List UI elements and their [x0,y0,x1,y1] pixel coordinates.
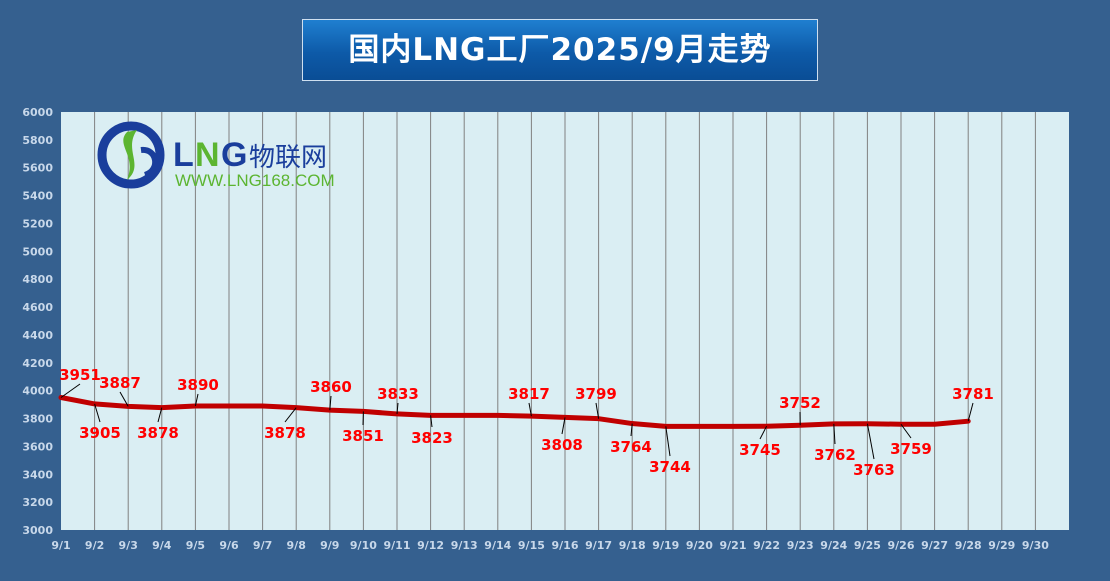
data-label: 3781 [952,385,994,403]
y-tick-label: 4000 [22,385,53,398]
leader-line [630,423,633,437]
svg-text:物联网: 物联网 [249,143,327,173]
y-tick-label: 3600 [22,440,53,453]
x-tick-label: 9/10 [350,539,377,552]
leader-line [665,426,671,457]
leader-line [967,402,974,422]
y-tick-label: 4200 [22,357,53,370]
x-tick-label: 9/15 [518,539,545,552]
x-tick-label: 9/29 [988,539,1015,552]
x-tick-label: 9/7 [253,539,272,552]
x-tick-label: 9/4 [152,539,172,552]
leader-line [60,383,81,398]
x-tick-label: 9/18 [619,539,646,552]
svg-text:L: L [173,136,194,174]
x-tick-label: 9/23 [787,539,814,552]
x-tick-label: 9/19 [652,539,679,552]
y-tick-label: 4800 [22,273,53,286]
leader-line [194,393,199,407]
x-tick-label: 9/2 [85,539,104,552]
data-label: 3752 [779,394,821,412]
data-label: 3764 [610,438,652,456]
data-label: 3744 [649,458,691,476]
x-tick-label: 9/28 [955,539,982,552]
x-tick-label: 9/17 [585,539,612,552]
data-label: 3851 [342,427,384,445]
x-tick-label: 9/22 [753,539,780,552]
leader-line [430,415,433,428]
y-tick-label: 3000 [22,524,53,537]
leader-line [157,407,163,423]
data-label: 3759 [890,440,932,458]
x-tick-label: 9/6 [219,539,239,552]
logo: L N G 物联网 WWW.LNG168.COM [97,120,377,192]
data-label: 3817 [508,385,550,403]
data-label: 3762 [814,446,856,464]
leader-line [561,417,566,435]
data-label: 3799 [575,385,617,403]
svg-text:N: N [195,136,220,174]
x-tick-label: 9/5 [186,539,205,552]
svg-text:G: G [221,136,247,174]
x-tick-label: 9/12 [417,539,444,552]
data-label: 3878 [264,424,306,442]
y-tick-label: 3800 [22,413,53,426]
data-label: 3878 [137,424,179,442]
leader-line [119,391,129,407]
x-tick-label: 9/27 [921,539,948,552]
data-label: 3823 [411,429,453,447]
y-tick-label: 5400 [22,190,53,203]
x-tick-label: 9/26 [888,539,915,552]
data-label: 3951 [59,366,101,384]
x-tick-label: 9/13 [451,539,478,552]
x-tick-label: 9/24 [820,539,847,552]
leader-line [94,403,101,423]
x-tick-label: 9/30 [1022,539,1049,552]
data-label: 3833 [377,385,419,403]
y-tick-label: 3200 [22,496,53,509]
leader-line [900,423,912,439]
x-tick-label: 9/1 [51,539,70,552]
data-label: 3887 [99,374,141,392]
chart-title: 国内LNG工厂2025/9月走势 [302,19,818,81]
leader-line [759,425,768,440]
y-tick-label: 4400 [22,329,53,342]
x-tick-label: 9/20 [686,539,713,552]
data-label: 3763 [853,461,895,479]
leader-line [595,402,600,419]
x-tick-label: 9/9 [320,539,339,552]
leader-line [329,395,332,411]
data-label: 3860 [310,378,352,396]
data-label: 3808 [541,436,583,454]
leader-line [866,423,875,460]
svg-text:WWW.LNG168.COM: WWW.LNG168.COM [175,171,335,190]
leader-line [284,407,297,423]
x-tick-label: 9/3 [119,539,138,552]
leader-line [528,402,532,417]
y-tick-label: 5000 [22,245,53,258]
series-line [58,394,971,429]
leader-line [396,402,399,414]
x-tick-label: 9/8 [287,539,306,552]
x-tick-label: 9/21 [720,539,747,552]
leader-line [833,423,836,445]
lng-logo-icon: L N G 物联网 WWW.LNG168.COM [97,121,335,190]
y-tick-label: 4600 [22,301,53,314]
x-tick-label: 9/11 [384,539,411,552]
data-label: 3905 [79,424,121,442]
y-tick-label: 5200 [22,217,53,230]
y-tick-label: 3400 [22,468,53,481]
y-tick-label: 6000 [22,106,53,119]
x-tick-label: 9/16 [552,539,579,552]
data-label: 3745 [739,441,781,459]
y-tick-label: 5600 [22,162,53,175]
data-label: 3890 [177,376,219,394]
x-tick-label: 9/25 [854,539,881,552]
x-tick-label: 9/14 [484,539,511,552]
y-tick-label: 5800 [22,134,53,147]
